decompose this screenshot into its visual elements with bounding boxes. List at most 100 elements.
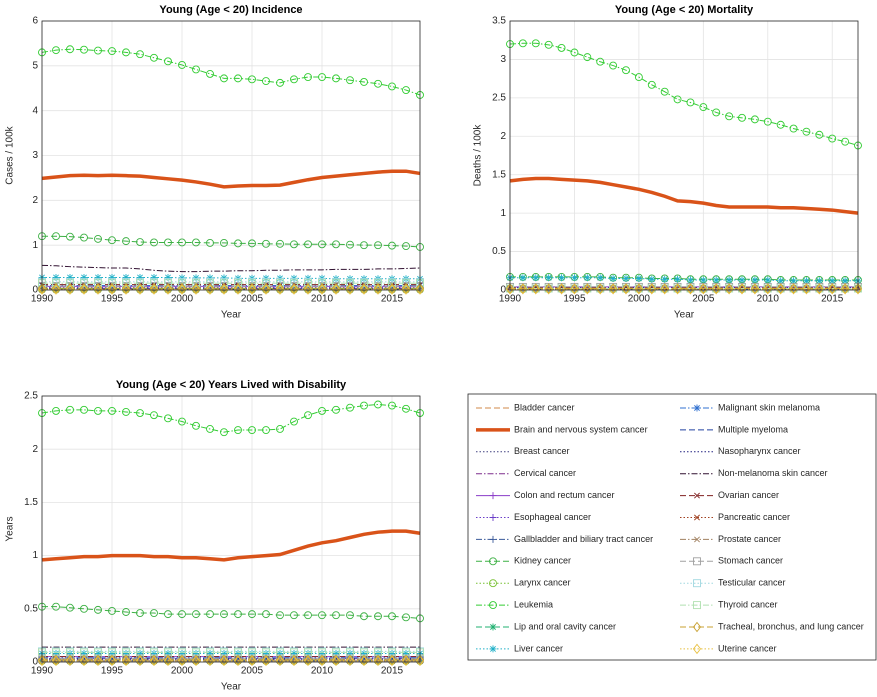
marker: [220, 279, 228, 288]
marker: [518, 283, 527, 294]
marker: [388, 279, 396, 288]
marker: [52, 273, 60, 281]
marker: [205, 284, 215, 295]
marker: [304, 279, 312, 288]
plot-area: [510, 21, 858, 290]
marker: [136, 50, 144, 59]
marker: [345, 655, 355, 667]
marker: [163, 655, 173, 667]
marker: [505, 283, 515, 295]
marker: [776, 283, 785, 295]
marker: [415, 282, 425, 294]
marker: [303, 282, 313, 294]
y-tick-label: 2.5: [492, 92, 506, 103]
legend-label: Breast cancer: [514, 446, 570, 456]
marker: [94, 649, 102, 657]
marker: [234, 279, 242, 288]
marker: [290, 611, 298, 620]
marker: [686, 283, 695, 295]
marker: [80, 604, 88, 613]
marker: [192, 421, 200, 430]
marker: [234, 649, 242, 657]
marker: [247, 282, 257, 294]
marker: [192, 65, 200, 74]
series-line: [42, 606, 421, 619]
marker: [763, 117, 772, 126]
plot-area: [42, 396, 420, 662]
marker: [360, 241, 368, 250]
marker: [164, 57, 172, 66]
marker: [248, 239, 256, 248]
marker: [332, 74, 340, 83]
series-line: [41, 529, 421, 562]
marker: [359, 655, 369, 667]
marker: [332, 611, 340, 620]
marker: [276, 654, 284, 662]
x-tick-label: 2010: [311, 294, 334, 305]
marker: [609, 283, 618, 295]
marker: [725, 283, 734, 294]
y-tick-label: 4: [32, 105, 38, 116]
marker: [93, 654, 103, 666]
marker: [373, 284, 383, 295]
x-tick-label: 2015: [381, 294, 404, 305]
marker: [163, 284, 173, 295]
marker: [108, 47, 116, 55]
series-line: [41, 169, 421, 189]
marker: [415, 654, 425, 666]
marker: [108, 606, 116, 615]
marker: [163, 282, 173, 294]
marker: [660, 283, 669, 295]
marker: [136, 649, 144, 657]
marker: [276, 649, 284, 657]
marker: [262, 239, 270, 248]
marker: [219, 282, 229, 294]
marker: [345, 282, 355, 294]
marker: [303, 655, 313, 667]
marker: [750, 115, 759, 124]
marker: [725, 276, 733, 284]
legend-marker: [489, 535, 497, 543]
legend-marker: [692, 643, 702, 655]
marker: [318, 611, 326, 620]
marker: [276, 239, 284, 248]
legend-label: Malignant skin melanoma: [718, 402, 820, 412]
marker: [150, 654, 158, 662]
marker: [52, 602, 60, 611]
marker: [191, 284, 201, 295]
y-tick-label: 1.5: [492, 169, 506, 180]
y-tick-label: 1.5: [24, 497, 38, 508]
marker: [121, 655, 131, 667]
legend-label: Cervical cancer: [514, 468, 576, 478]
marker: [544, 283, 553, 294]
marker: [164, 649, 172, 657]
marker: [164, 238, 172, 247]
marker: [712, 283, 721, 295]
marker: [234, 610, 242, 619]
marker: [178, 274, 186, 282]
marker: [122, 273, 130, 281]
marker: [135, 282, 145, 294]
marker: [234, 239, 242, 248]
marker: [387, 284, 397, 295]
marker: [248, 279, 256, 288]
marker: [234, 74, 242, 83]
marker: [647, 283, 656, 295]
series-line: [510, 276, 858, 281]
marker: [374, 279, 382, 288]
marker: [261, 284, 271, 295]
marker: [415, 284, 425, 295]
marker: [750, 283, 759, 294]
marker: [206, 274, 214, 282]
marker: [150, 273, 158, 281]
marker: [388, 654, 396, 662]
marker: [596, 283, 605, 294]
x-tick-label: 2000: [628, 294, 651, 305]
marker: [596, 274, 604, 282]
marker: [262, 77, 270, 86]
marker: [178, 60, 186, 69]
marker: [621, 283, 631, 294]
legend-box: [467, 393, 877, 661]
legend-marker: [693, 579, 701, 588]
